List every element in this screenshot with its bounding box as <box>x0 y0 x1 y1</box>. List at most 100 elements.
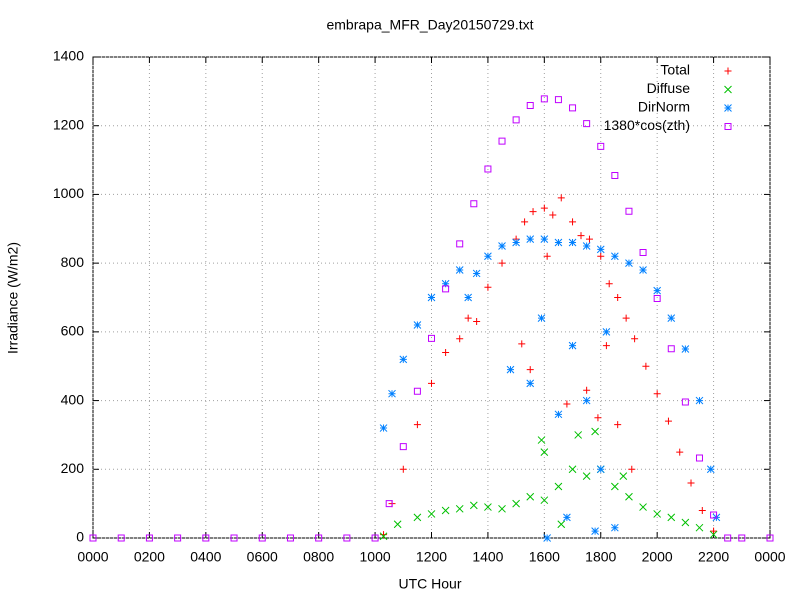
point <box>399 465 407 473</box>
point <box>526 379 535 388</box>
point <box>393 520 402 529</box>
point <box>695 454 703 462</box>
point <box>518 340 526 348</box>
point <box>583 386 591 394</box>
point <box>597 252 605 260</box>
point <box>464 293 473 302</box>
point <box>664 417 672 425</box>
point <box>540 95 548 103</box>
y-tick-label: 1000 <box>53 185 84 201</box>
point <box>582 396 591 405</box>
x-tick-label: 1200 <box>416 549 447 565</box>
point <box>667 513 676 522</box>
point <box>597 142 605 150</box>
point <box>549 211 557 219</box>
point <box>596 465 605 474</box>
x-tick-label: 1800 <box>585 549 616 565</box>
point <box>582 242 591 250</box>
point <box>428 334 435 342</box>
legend-marker <box>724 85 732 94</box>
point <box>543 252 551 260</box>
point <box>521 218 529 226</box>
point <box>413 513 422 522</box>
point <box>413 387 421 395</box>
legend-label: DirNorm <box>638 99 690 115</box>
point <box>710 511 718 519</box>
point <box>709 530 718 539</box>
point <box>681 518 690 527</box>
point <box>639 248 647 256</box>
point <box>574 431 583 439</box>
point <box>484 252 492 261</box>
point <box>611 172 619 180</box>
legend-marker <box>724 123 732 130</box>
point <box>526 101 534 109</box>
y-tick-label: 600 <box>61 323 85 339</box>
point <box>413 321 422 329</box>
point <box>622 314 630 322</box>
point <box>540 496 549 505</box>
point <box>379 424 388 432</box>
point <box>385 500 393 508</box>
legend-label: Total <box>660 62 690 78</box>
point <box>540 235 549 243</box>
point <box>512 116 520 124</box>
point <box>557 520 566 529</box>
point <box>498 259 506 267</box>
legend-label: Diffuse <box>647 80 691 96</box>
point <box>568 238 577 247</box>
x-tick-label: 0000 <box>754 549 785 565</box>
point <box>484 165 492 173</box>
point <box>89 534 97 542</box>
x-tick-label: 2200 <box>698 549 729 565</box>
point <box>568 341 577 350</box>
point <box>498 137 506 145</box>
x-tick-label: 0600 <box>247 549 278 565</box>
point <box>582 472 591 481</box>
point <box>554 96 562 104</box>
point <box>611 523 619 532</box>
point <box>473 318 481 326</box>
point <box>605 280 613 288</box>
legend-marker <box>724 104 732 112</box>
point <box>399 443 407 451</box>
point <box>568 465 577 474</box>
point <box>591 427 599 436</box>
point <box>614 421 622 429</box>
point <box>687 479 695 487</box>
point <box>653 390 661 398</box>
point <box>681 345 690 353</box>
point <box>631 335 639 343</box>
point <box>512 499 520 508</box>
point <box>706 465 715 474</box>
point <box>428 379 435 387</box>
point <box>695 523 704 532</box>
point <box>667 345 675 353</box>
point <box>628 465 636 473</box>
point <box>710 527 718 535</box>
point <box>442 285 450 293</box>
chart-title: embrapa_MFR_Day20150729.txt <box>326 17 533 33</box>
point <box>442 348 450 356</box>
point <box>371 534 379 542</box>
point <box>202 534 210 542</box>
y-tick-label: 400 <box>61 391 85 407</box>
point <box>698 507 706 515</box>
point <box>117 534 125 542</box>
point <box>286 534 294 542</box>
point <box>174 534 182 542</box>
point <box>498 504 506 513</box>
point <box>537 314 546 322</box>
legend-label: 1380*cos(zth) <box>604 117 690 133</box>
point <box>614 294 622 301</box>
x-tick-label: 2000 <box>642 549 673 565</box>
point <box>512 238 520 247</box>
point <box>540 204 548 212</box>
x-tick-label: 0800 <box>303 549 334 565</box>
y-tick-label: 800 <box>61 254 85 270</box>
point <box>639 266 647 274</box>
point <box>470 200 478 208</box>
point <box>569 104 577 112</box>
point <box>498 242 506 250</box>
